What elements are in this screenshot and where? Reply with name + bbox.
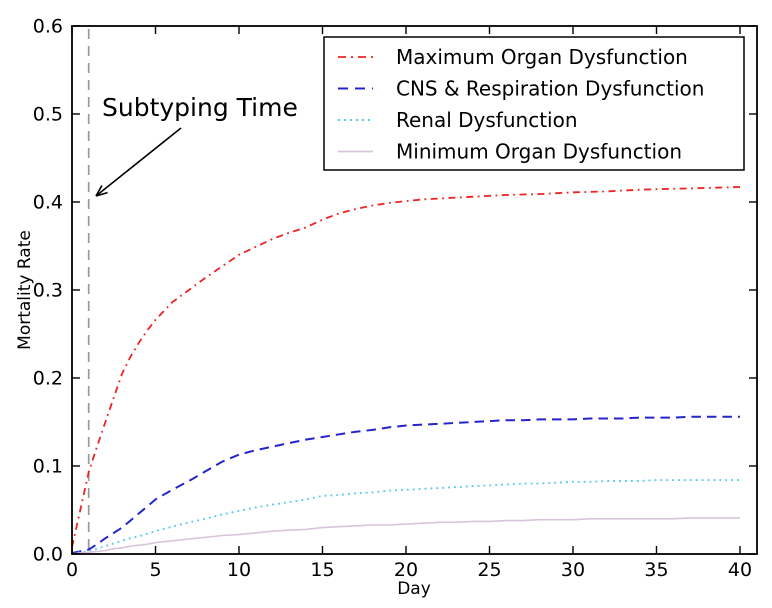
series-line-renal-dysfunction: [71, 479, 740, 555]
series-line-cns-respiration-dysfunction: [71, 415, 740, 555]
x-tick-label: 40: [728, 559, 752, 581]
y-axis-label: Mortality Rate: [15, 230, 35, 350]
y-tick-label: 0.1: [33, 456, 63, 478]
x-tick-label: 30: [561, 559, 585, 581]
series-curves: [71, 186, 741, 555]
y-tick-label: 0.2: [33, 368, 63, 390]
axis-ticks: [71, 25, 757, 555]
legend-item-1: Maximum Organ Dysfunction: [338, 45, 688, 69]
legend-label: Renal Dysfunction: [396, 108, 578, 132]
y-tick-label: 0.5: [33, 104, 63, 126]
y-tick-label: 0.0: [33, 544, 63, 566]
x-tick-label: 20: [394, 559, 418, 581]
y-tick-label: 0.3: [33, 280, 63, 302]
series-line-maximum-organ-dysfunction: [71, 186, 741, 548]
series-line-minimum-organ-dysfunction: [71, 517, 740, 555]
y-tick-label: 0.4: [33, 192, 63, 214]
legend-box: [323, 36, 745, 171]
x-tick-label: 15: [310, 559, 334, 581]
x-axis-label: Day: [397, 579, 431, 599]
axis-tick-labels: 0 5 10 15 20 25 30 35 40 0.0 0.1 0.2 0.3 0.4 0.5 0.6: [33, 16, 752, 582]
legend-item-3: Renal Dysfunction: [338, 108, 578, 132]
x-tick-label: 5: [149, 559, 161, 581]
legend-label: Minimum Organ Dysfunction: [396, 140, 682, 164]
legend-item-2: CNS & Respiration Dysfunction: [338, 77, 704, 101]
legend-label: CNS & Respiration Dysfunction: [396, 77, 704, 101]
legend-item-4: Minimum Organ Dysfunction: [338, 140, 682, 164]
x-tick-label: 0: [66, 559, 78, 581]
annotation-arrow: [95, 127, 182, 197]
x-tick-label: 10: [227, 559, 251, 581]
x-tick-label: 35: [644, 559, 668, 581]
y-tick-label: 0.6: [33, 16, 63, 38]
legend-label: Maximum Organ Dysfunction: [396, 45, 688, 69]
legend: Maximum Organ Dysfunction CNS & Respirati…: [323, 36, 745, 171]
x-tick-label: 25: [477, 559, 501, 581]
annotation-subtyping-time: Subtyping Time: [102, 93, 298, 122]
